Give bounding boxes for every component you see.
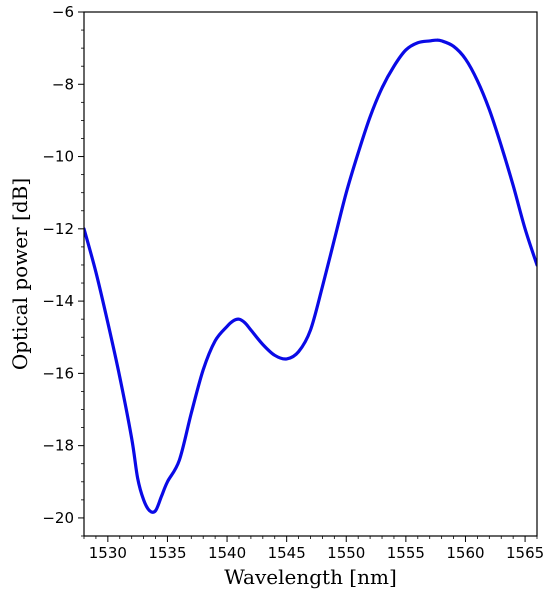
x-tick-label: 1530 — [89, 544, 127, 562]
plot-area — [84, 12, 537, 536]
x-tick-label: 1540 — [208, 544, 246, 562]
y-axis-label: Optical power [dB] — [8, 178, 32, 370]
y-tick-label: −12 — [42, 220, 74, 238]
y-tick-label: −6 — [52, 3, 74, 21]
plot-frame — [83, 11, 538, 537]
y-tick-label: −14 — [42, 292, 74, 310]
y-tick-label: −20 — [42, 509, 74, 527]
x-axis-label: Wavelength [nm] — [224, 565, 397, 589]
series-lines — [84, 38, 537, 514]
y-tick-label: −16 — [42, 364, 74, 382]
series-line-0 — [84, 38, 537, 514]
x-tick-label: 1555 — [387, 544, 425, 562]
x-tick-label: 1535 — [148, 544, 186, 562]
x-tick-label: 1545 — [268, 544, 306, 562]
x-axis-ticks: 1530 1535 1540 1545 1550 1555 1560 1565 — [83, 536, 544, 562]
x-tick-label: 1560 — [446, 544, 484, 562]
x-tick-label: 1550 — [327, 544, 365, 562]
x-tick-label: 1565 — [506, 544, 544, 562]
y-tick-label: −8 — [52, 75, 74, 93]
y-axis-ticks: −20 −18 −16 −14 −12 −10 −8 −6 — [42, 3, 84, 537]
y-tick-label: −10 — [42, 148, 74, 166]
y-tick-label: −18 — [42, 437, 74, 455]
